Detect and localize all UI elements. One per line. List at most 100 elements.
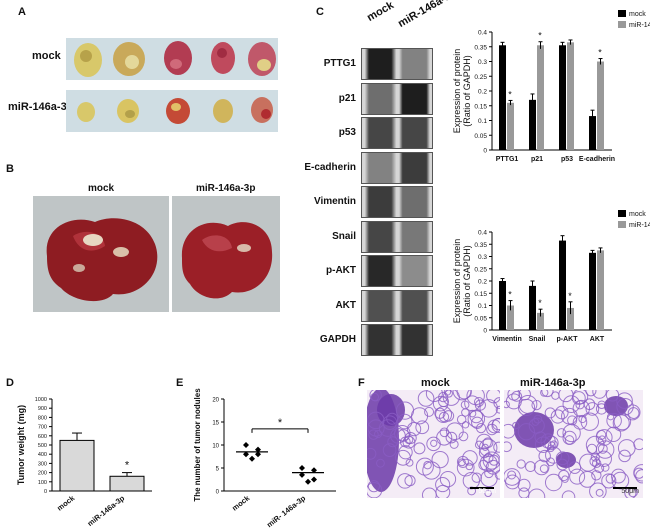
- alveolus: [404, 475, 416, 487]
- data-point: [299, 465, 305, 471]
- protein-expression-chart-1: 0 0.05 0.1 0.15 0.2 0.25 0.3 0.35 0.4 Expression …: [452, 10, 650, 163]
- alveolus: [439, 470, 457, 488]
- x-tick-label: p53: [561, 156, 573, 163]
- significance-mark: *: [538, 298, 542, 308]
- alveolus: [558, 469, 570, 482]
- lung-image-mir: [181, 222, 273, 299]
- blot-strip: [361, 82, 433, 115]
- alveolus: [567, 415, 578, 426]
- alveolus: [589, 456, 600, 467]
- alveolus: [610, 468, 626, 484]
- blot-strip: [361, 151, 433, 184]
- alveolus: [595, 450, 612, 467]
- bar: [589, 116, 596, 150]
- alveolus: [575, 400, 585, 410]
- significance-mark: *: [508, 290, 512, 300]
- x-tick-label: mock: [230, 493, 252, 513]
- y-tick-label: 1000: [35, 397, 47, 403]
- alveolus: [367, 482, 383, 498]
- y-tick-label: 0.35: [474, 44, 487, 51]
- alveolus: [534, 431, 547, 444]
- tumor-nodules-chart: 0 5 10 15 20 The number of tumor nodules mock m…: [193, 388, 336, 529]
- y-axis-label: The number of tumor nodules: [193, 388, 202, 502]
- lung-photo-mir: [172, 196, 280, 312]
- x-tick-label: p21: [531, 156, 543, 163]
- y-tick-label: 0.05: [474, 315, 487, 322]
- alveolus: [464, 395, 481, 412]
- alveolus: [382, 443, 397, 457]
- data-point: [299, 471, 305, 478]
- bar: [559, 45, 566, 150]
- y-tick-label: 0.25: [474, 266, 487, 273]
- y-tick-label: 0.25: [474, 74, 487, 81]
- x-tick-label: miR-146a-3p: [86, 493, 127, 528]
- alveolus: [550, 409, 565, 424]
- x-tick-label: Vimentin: [492, 336, 521, 343]
- alveolus: [504, 468, 521, 486]
- y-tick-label: 0.3: [478, 254, 487, 261]
- alveolus: [533, 459, 550, 476]
- tumor-nodules-mir: [77, 97, 273, 124]
- data-point: [255, 446, 261, 453]
- alveolus: [540, 433, 556, 449]
- alveolus: [494, 470, 500, 480]
- alveolus: [531, 399, 542, 411]
- alveolus: [439, 427, 450, 438]
- y-tick-label: 0.35: [474, 242, 487, 249]
- alveolus: [367, 480, 380, 493]
- y-tick-label: 900: [38, 406, 47, 412]
- alveolus: [395, 449, 411, 466]
- alveolus: [386, 412, 399, 425]
- y-tick-label: 300: [38, 461, 47, 467]
- y-tick-label: 0.15: [474, 103, 487, 110]
- x-tick-label: p-AKT: [557, 336, 579, 343]
- alveolus: [413, 442, 426, 455]
- alveolus: [606, 412, 622, 429]
- alveolus: [613, 412, 632, 431]
- blot-strip: [361, 48, 433, 80]
- data-point: [255, 451, 261, 458]
- alveolus: [605, 390, 620, 402]
- alveolus: [627, 407, 640, 419]
- x-tick-label: PTTG1: [496, 156, 519, 163]
- panel-label-d: D: [6, 377, 14, 389]
- alveolus: [516, 459, 526, 469]
- y-tick-label: 100: [38, 480, 47, 486]
- alveolus: [543, 435, 559, 451]
- blot-label-p-akt: p-AKT: [326, 265, 356, 276]
- alveolus: [449, 439, 459, 449]
- data-point: [311, 467, 317, 474]
- y-tick-label: 5: [216, 467, 220, 473]
- alveolus: [398, 445, 413, 460]
- alveolus: [511, 390, 523, 402]
- alveolus: [396, 413, 413, 430]
- y-axis-label: Tumor weight (mg): [16, 405, 26, 485]
- caption-f-mock: mock: [421, 377, 450, 389]
- y-tick-label: 0.4: [478, 30, 487, 37]
- alveolus: [525, 461, 536, 472]
- alveolus: [617, 439, 636, 457]
- y-tick-label: 800: [38, 415, 47, 421]
- bar: [109, 475, 145, 492]
- alveolus: [547, 441, 556, 450]
- alveolus: [480, 469, 498, 488]
- x-tick-label: Snail: [529, 336, 546, 343]
- significance-mark: *: [278, 417, 283, 429]
- alveolus: [618, 449, 631, 463]
- alveolus: [590, 452, 600, 462]
- alveolus: [556, 458, 569, 471]
- alveolus: [531, 418, 540, 426]
- alveolus: [484, 468, 494, 479]
- alveolus: [633, 467, 643, 479]
- alveolus: [572, 415, 588, 430]
- y-tick-label: 400: [38, 452, 47, 458]
- alveolus: [556, 428, 567, 438]
- histology-photo-mir: 50μm: [504, 390, 643, 498]
- alveolus: [395, 401, 415, 420]
- alveolus: [624, 404, 641, 421]
- y-tick-label: 500: [38, 443, 47, 449]
- alveolus: [445, 431, 458, 444]
- alveolus: [616, 392, 633, 409]
- alveolus: [517, 478, 531, 492]
- bar: [529, 285, 536, 330]
